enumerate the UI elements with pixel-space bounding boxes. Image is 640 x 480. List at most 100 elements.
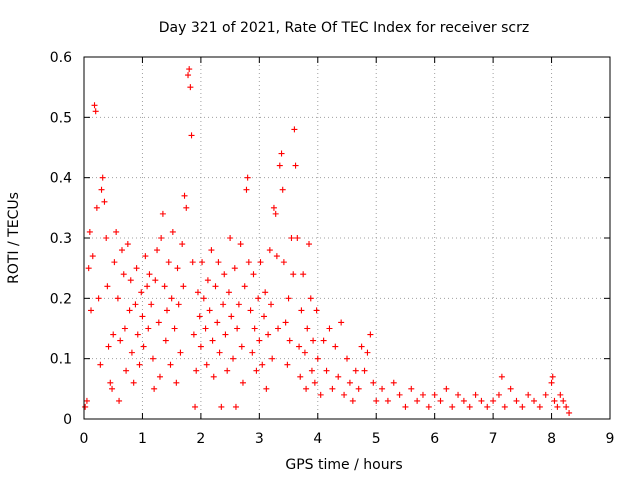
data-point — [218, 403, 225, 410]
data-point — [419, 391, 426, 398]
data-point — [259, 361, 266, 368]
data-point — [501, 403, 508, 410]
data-point — [256, 337, 263, 344]
y-tick-label: 0.3 — [50, 231, 72, 247]
data-point — [275, 325, 282, 332]
data-point — [531, 397, 538, 404]
data-point — [280, 259, 287, 266]
data-point — [472, 391, 479, 398]
data-point — [273, 253, 280, 260]
data-point — [232, 403, 239, 410]
data-point — [282, 319, 289, 326]
data-point — [455, 391, 462, 398]
data-point — [116, 397, 123, 404]
data-point — [560, 397, 567, 404]
data-point — [317, 391, 324, 398]
data-point — [346, 379, 353, 386]
data-point — [83, 397, 90, 404]
data-point — [216, 349, 223, 356]
data-point — [301, 349, 308, 356]
data-point — [168, 295, 175, 302]
y-tick-label: 0.6 — [50, 50, 72, 66]
data-point — [484, 403, 491, 410]
data-point — [288, 235, 295, 241]
data-point — [186, 66, 193, 73]
x-tick-label: 3 — [255, 431, 264, 447]
data-point — [228, 313, 235, 320]
data-point — [284, 361, 291, 368]
data-point — [110, 331, 117, 338]
data-point — [296, 343, 303, 350]
data-point — [300, 271, 307, 278]
data-point — [563, 403, 570, 410]
data-point — [367, 331, 374, 338]
data-point — [159, 210, 166, 217]
data-point — [101, 198, 108, 205]
axis-ticks — [83, 56, 611, 420]
data-point — [536, 403, 543, 410]
data-point — [244, 174, 251, 181]
data-point — [513, 397, 520, 404]
data-point — [320, 337, 327, 344]
y-axis-label: ROTI / TECUs — [6, 192, 22, 284]
data-point — [126, 307, 133, 314]
data-point — [155, 319, 162, 326]
data-point — [306, 241, 313, 248]
data-point — [370, 379, 377, 386]
data-point — [466, 403, 473, 410]
data-point — [163, 307, 170, 314]
data-point — [396, 391, 403, 398]
data-point — [111, 259, 118, 266]
data-point — [158, 235, 165, 241]
data-point — [189, 259, 196, 266]
data-point — [384, 397, 391, 404]
data-point — [263, 385, 270, 392]
data-point — [124, 241, 131, 248]
data-point — [313, 307, 320, 314]
data-point — [193, 367, 200, 374]
data-point — [152, 277, 159, 284]
data-point — [265, 331, 272, 338]
data-point — [105, 343, 112, 350]
data-point — [335, 373, 342, 380]
data-point — [498, 373, 505, 380]
x-tick-label: 9 — [606, 431, 615, 447]
data-point — [149, 355, 156, 362]
data-point — [449, 403, 456, 410]
data-point — [130, 379, 137, 386]
x-tick-label: 1 — [138, 431, 147, 447]
data-point — [542, 391, 549, 398]
data-point — [154, 247, 161, 254]
data-point — [525, 391, 532, 398]
data-point — [548, 379, 555, 386]
data-point — [169, 228, 176, 235]
data-point — [209, 337, 216, 344]
x-tick-label: 2 — [196, 431, 205, 447]
data-point — [268, 301, 275, 308]
data-point — [245, 259, 252, 266]
grid — [84, 57, 610, 419]
data-point — [308, 367, 315, 374]
data-point — [123, 367, 130, 374]
data-point — [180, 283, 187, 290]
data-point — [224, 367, 231, 374]
data-point — [107, 379, 114, 386]
data-point — [307, 295, 314, 302]
data-point — [237, 241, 244, 248]
data-point — [390, 379, 397, 386]
data-point — [276, 162, 283, 169]
data-point — [194, 289, 201, 296]
data-point — [97, 361, 104, 368]
data-point — [140, 343, 147, 350]
data-point — [239, 379, 246, 386]
x-tick-label: 8 — [547, 431, 556, 447]
data-point — [408, 385, 415, 392]
data-point — [230, 355, 237, 362]
data-point — [235, 301, 242, 308]
data-point — [286, 337, 293, 344]
data-point — [379, 385, 386, 392]
x-tick-labels: 0 1 2 3 4 5 6 7 8 9 — [80, 431, 615, 447]
data-point — [304, 325, 311, 332]
data-point — [227, 235, 234, 241]
